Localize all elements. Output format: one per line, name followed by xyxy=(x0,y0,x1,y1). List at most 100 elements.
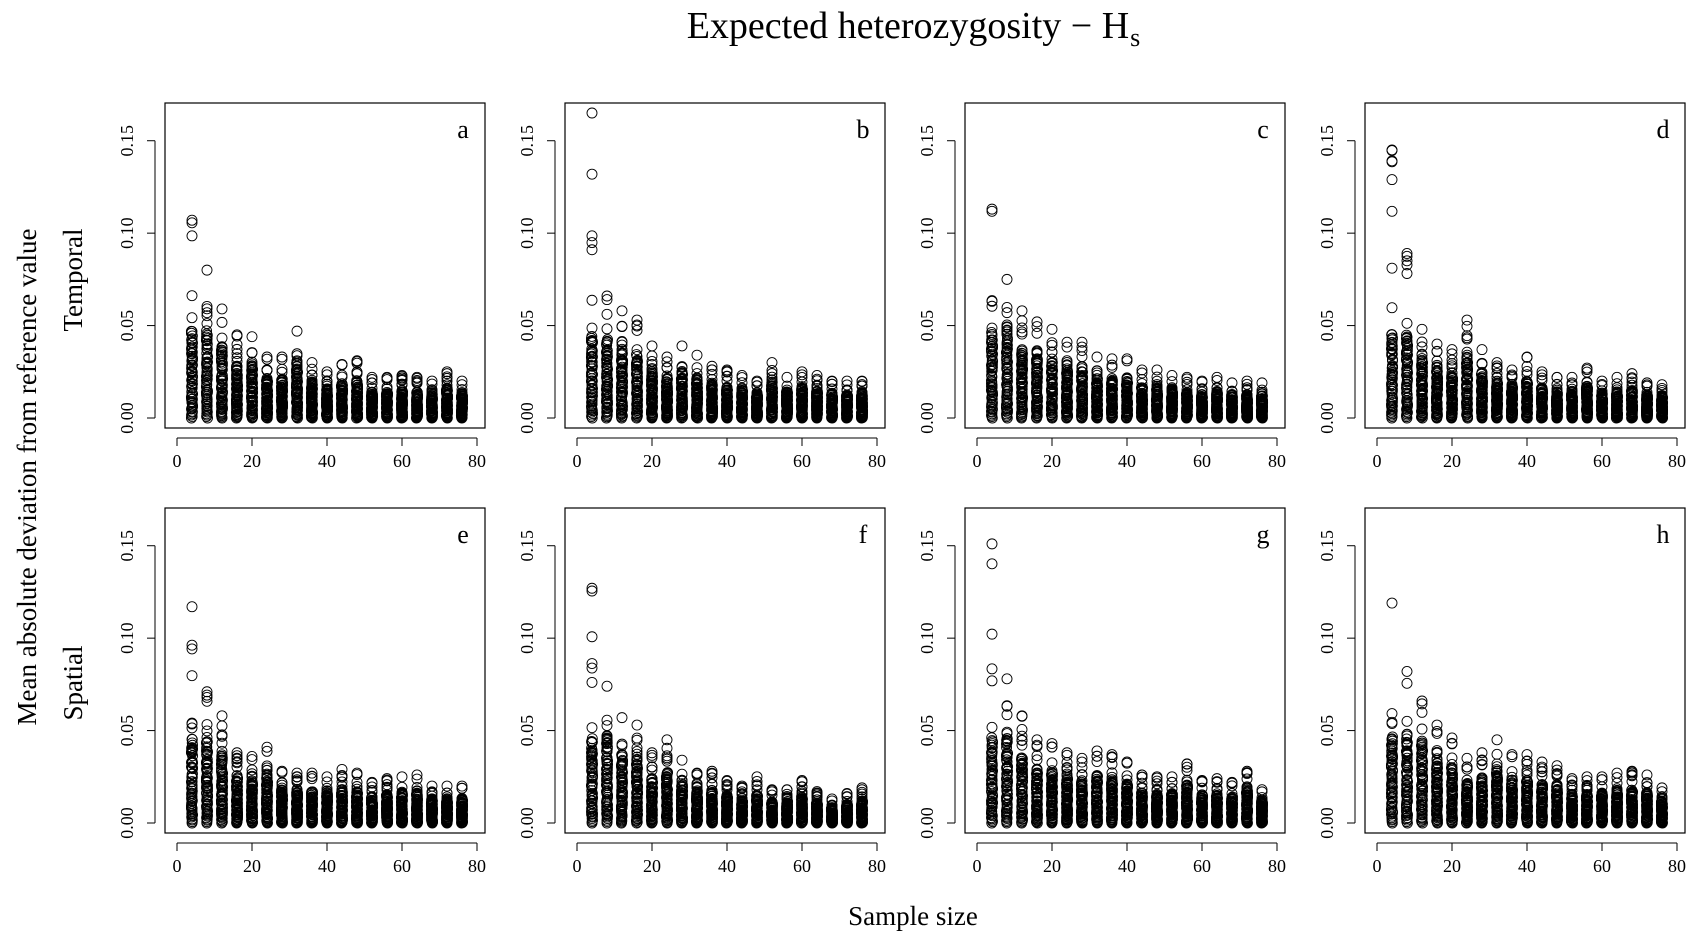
data-point-max xyxy=(986,203,998,215)
data-point xyxy=(381,374,393,386)
data-point xyxy=(291,358,303,370)
data-point xyxy=(201,396,213,408)
data-point xyxy=(186,290,198,302)
data-point xyxy=(246,347,258,359)
data-point xyxy=(1121,355,1133,367)
data-point xyxy=(321,383,333,395)
data-point xyxy=(231,348,243,359)
data-point xyxy=(231,352,243,364)
data-point xyxy=(587,408,599,420)
x-tick-label: 0 xyxy=(573,451,582,471)
x-tick-label: 20 xyxy=(643,451,661,471)
panels: 0 20 40 60 800.000.050.100.15 a0 20 40 60 800.000… xyxy=(117,102,1686,876)
data-point xyxy=(351,357,363,369)
y-tick-label: 0.15 xyxy=(517,125,537,157)
data-point xyxy=(616,321,628,333)
data-point-max xyxy=(1256,377,1268,389)
data-point xyxy=(231,376,243,388)
data-point-max xyxy=(456,375,468,387)
x-tick-label: 0 xyxy=(1373,451,1382,471)
y-tick-label: 0.05 xyxy=(517,310,537,342)
data-point-max xyxy=(201,264,213,276)
data-point xyxy=(186,393,198,405)
data-point-max xyxy=(336,358,348,370)
data-point-max xyxy=(1401,248,1413,259)
data-point-max xyxy=(1091,351,1103,363)
data-point-max xyxy=(586,107,598,119)
panel-letter: d xyxy=(1657,115,1670,144)
data-point-max xyxy=(676,340,688,352)
data-point xyxy=(276,353,288,365)
data-point-max xyxy=(321,366,333,378)
data-point-max xyxy=(1566,371,1578,383)
x-tick-label: 60 xyxy=(1193,451,1211,471)
data-point-max xyxy=(646,340,658,352)
data-point xyxy=(661,362,673,374)
data-point xyxy=(186,334,198,346)
panel-letter: b xyxy=(857,115,870,144)
data-point xyxy=(201,303,213,315)
data-point xyxy=(986,205,998,217)
data-point xyxy=(291,350,303,362)
data-point xyxy=(321,380,333,392)
data-point-max xyxy=(1166,370,1178,381)
data-point xyxy=(186,341,198,353)
data-point xyxy=(186,359,198,371)
data-point xyxy=(321,375,333,387)
data-point xyxy=(586,409,598,421)
y-tick-label: 0.10 xyxy=(1317,217,1337,249)
data-point xyxy=(201,325,213,337)
data-point-max xyxy=(1016,305,1028,317)
panel-frame xyxy=(964,102,1286,429)
data-point-max xyxy=(736,370,748,381)
data-point xyxy=(201,307,213,319)
data-point xyxy=(231,365,243,377)
data-point xyxy=(216,378,228,390)
data-point xyxy=(441,383,453,395)
data-point xyxy=(986,295,998,307)
data-point xyxy=(306,369,318,381)
data-point xyxy=(216,316,228,328)
data-point xyxy=(441,371,453,383)
panel-frame xyxy=(564,102,886,429)
points-a xyxy=(185,214,469,424)
data-point-max xyxy=(1611,371,1623,383)
x-tick-label: 20 xyxy=(243,451,261,471)
data-point-max xyxy=(306,357,318,368)
y-tick-label: 0.10 xyxy=(517,217,537,249)
x-tick-label: 0 xyxy=(173,451,182,471)
data-point xyxy=(186,312,198,324)
data-point xyxy=(246,360,258,372)
data-point xyxy=(246,358,258,370)
data-point-max xyxy=(1046,323,1058,335)
data-point-max xyxy=(291,325,303,337)
data-point xyxy=(1046,346,1058,358)
data-point xyxy=(1401,317,1413,329)
data-point xyxy=(201,310,213,322)
y-axis-label: Mean absolute deviation from reference v… xyxy=(12,228,42,725)
data-point-max xyxy=(1476,344,1488,356)
data-point-max xyxy=(261,351,273,363)
data-point xyxy=(426,384,438,396)
data-point xyxy=(276,366,288,378)
data-point-max xyxy=(766,357,778,368)
data-point xyxy=(291,364,303,376)
data-point xyxy=(1016,328,1028,340)
x-tick-label: 40 xyxy=(1518,451,1536,471)
figure-title: Expected heterozygosity − H s xyxy=(687,5,1141,52)
points-b xyxy=(585,107,869,424)
data-point-max xyxy=(246,331,258,343)
data-point xyxy=(201,384,213,396)
data-point xyxy=(601,323,613,335)
data-point xyxy=(291,361,303,373)
data-point xyxy=(1076,351,1088,363)
y-tick-label: 0.15 xyxy=(117,125,137,157)
data-point xyxy=(586,343,598,355)
data-point xyxy=(201,333,213,345)
data-point xyxy=(216,332,228,344)
data-point xyxy=(691,362,703,374)
data-point xyxy=(456,379,468,391)
data-point xyxy=(306,363,318,375)
data-point xyxy=(456,388,468,400)
data-point xyxy=(186,350,198,362)
